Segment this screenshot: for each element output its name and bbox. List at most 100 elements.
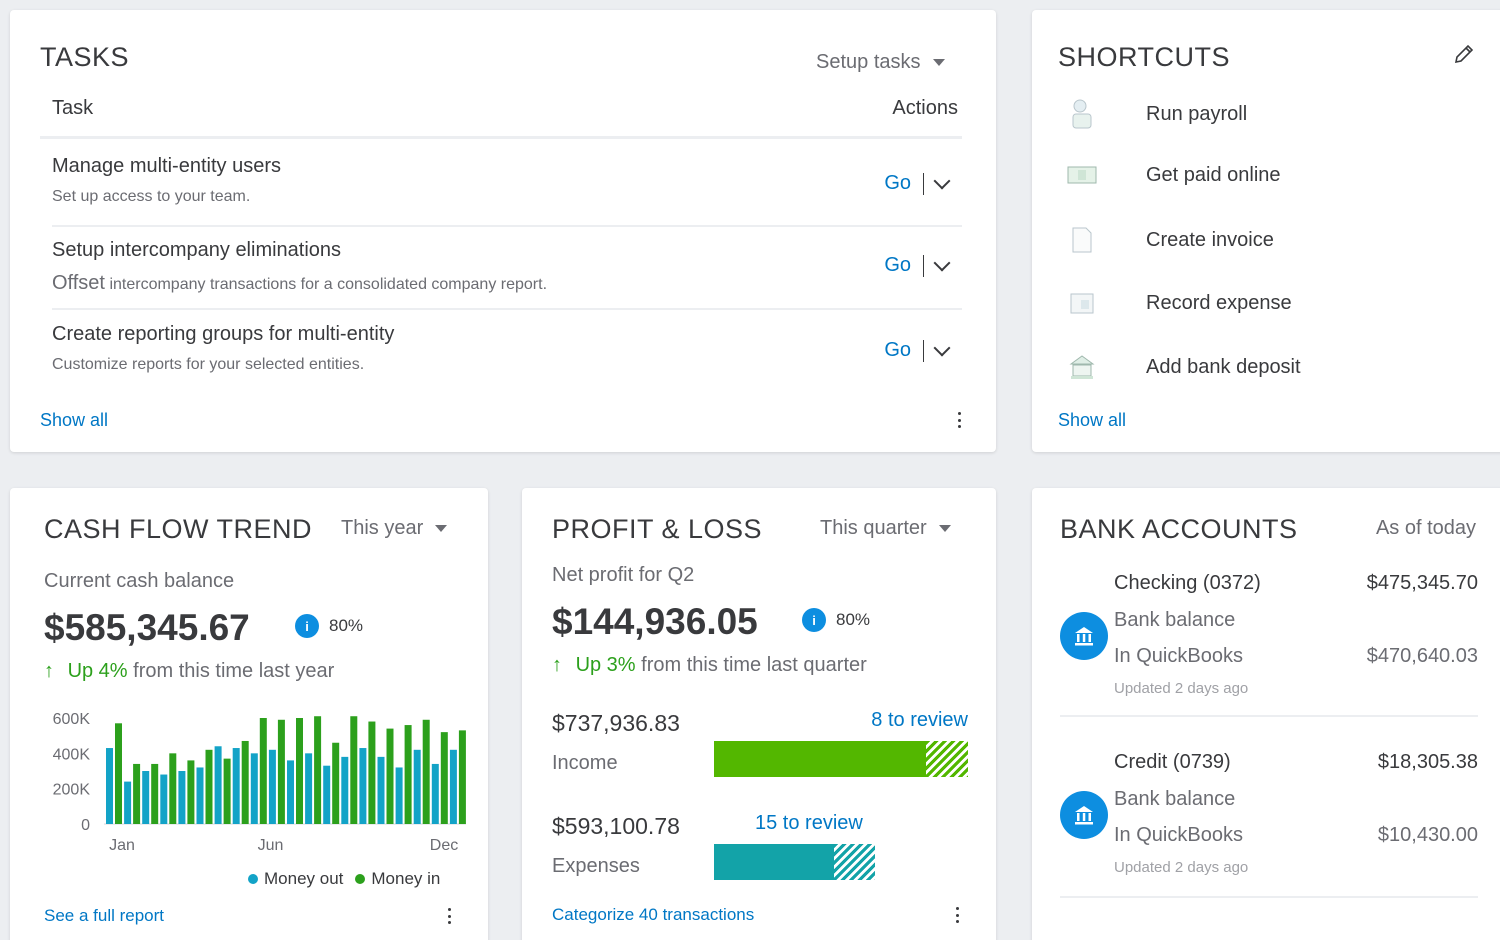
expenses-review-link[interactable]: 15 to review bbox=[755, 812, 863, 834]
money-in-bar[interactable] bbox=[458, 730, 466, 824]
account-divider bbox=[1060, 715, 1478, 717]
show-all-tasks-link[interactable]: Show all bbox=[40, 410, 109, 430]
shortcuts-title: SHORTCUTS bbox=[1058, 42, 1231, 72]
money-in-bar[interactable] bbox=[440, 732, 448, 824]
info-icon[interactable]: i bbox=[295, 614, 319, 638]
money-in-bar[interactable] bbox=[404, 725, 412, 824]
money-out-bar[interactable] bbox=[124, 781, 132, 824]
go-button[interactable]: Go bbox=[884, 254, 911, 276]
period-label: This quarter bbox=[820, 517, 927, 539]
task-title: Create reporting groups for multi-entity bbox=[52, 323, 395, 345]
edit-pencil-icon[interactable] bbox=[1452, 42, 1476, 66]
actions-column-header: Actions bbox=[892, 97, 958, 119]
percent-value: 80% bbox=[329, 616, 364, 635]
shortcut-run-payroll[interactable]: Run payroll bbox=[1060, 92, 1247, 136]
cash-balance-percent: i 80% bbox=[295, 614, 363, 638]
money-in-bar[interactable] bbox=[115, 723, 122, 824]
money-out-bar[interactable] bbox=[142, 771, 150, 824]
money-out-bar[interactable] bbox=[160, 774, 168, 824]
legend-money-in-label: Money in bbox=[371, 869, 441, 888]
money-out-bar[interactable] bbox=[232, 748, 240, 824]
shortcut-get-paid-online[interactable]: Get paid online bbox=[1060, 153, 1281, 197]
profit-loss-title: PROFIT & LOSS bbox=[552, 514, 763, 544]
go-button[interactable]: Go bbox=[884, 172, 911, 194]
account-divider bbox=[1060, 896, 1478, 898]
chevron-down-icon[interactable] bbox=[933, 254, 951, 271]
money-out-bar[interactable] bbox=[395, 767, 403, 824]
trend-rest: from this time last quarter bbox=[641, 654, 867, 676]
show-all-shortcuts-link[interactable]: Show all bbox=[1058, 410, 1127, 430]
money-in-bar[interactable] bbox=[332, 742, 340, 824]
shortcut-record-expense[interactable]: Record expense bbox=[1060, 281, 1292, 325]
bank-accounts-title: BANK ACCOUNTS bbox=[1060, 514, 1298, 544]
money-in-bar[interactable] bbox=[386, 728, 394, 824]
row-divider bbox=[52, 308, 962, 310]
header-divider bbox=[40, 136, 962, 139]
money-out-bar[interactable] bbox=[214, 746, 222, 824]
setup-tasks-dropdown[interactable]: Setup tasks bbox=[816, 51, 945, 74]
money-in-bar[interactable] bbox=[169, 753, 177, 824]
in-quickbooks-label: In QuickBooks bbox=[1114, 824, 1243, 846]
bank-account-row[interactable]: Checking (0372) $475,345.70 Bank balance… bbox=[1032, 488, 1500, 718]
money-in-bar[interactable] bbox=[151, 763, 159, 824]
tasks-card: TASKS Setup tasks Task Actions Manage mu… bbox=[10, 10, 996, 452]
task-description: Customize reports for your selected enti… bbox=[52, 356, 365, 373]
expenses-bar-pending bbox=[834, 844, 875, 880]
more-options-icon[interactable] bbox=[448, 908, 452, 924]
info-icon[interactable]: i bbox=[802, 608, 826, 632]
money-in-bar[interactable] bbox=[259, 718, 267, 824]
shortcut-add-bank-deposit[interactable]: Add bank deposit bbox=[1060, 345, 1301, 389]
money-in-bar[interactable] bbox=[422, 719, 430, 824]
money-in-bar[interactable] bbox=[277, 719, 285, 824]
money-out-bar[interactable] bbox=[178, 771, 186, 824]
legend-money-out-label: Money out bbox=[264, 869, 344, 888]
more-options-icon[interactable] bbox=[958, 412, 962, 428]
trend-up: Up 4% bbox=[67, 660, 128, 682]
money-out-bar[interactable] bbox=[305, 753, 313, 824]
money-out-bar[interactable] bbox=[413, 749, 421, 824]
money-out-bar[interactable] bbox=[287, 760, 294, 824]
money-in-bar[interactable] bbox=[368, 721, 376, 824]
shortcut-label: Record expense bbox=[1146, 291, 1292, 314]
money-in-bar[interactable] bbox=[296, 718, 303, 824]
money-in-bar[interactable] bbox=[205, 749, 213, 824]
money-in-bar[interactable] bbox=[223, 758, 231, 824]
expense-icon bbox=[1060, 281, 1104, 325]
percent-value: 80% bbox=[836, 610, 871, 629]
money-out-bar[interactable] bbox=[250, 753, 258, 824]
money-in-bar[interactable] bbox=[350, 716, 358, 824]
money-in-bar[interactable] bbox=[314, 716, 322, 824]
money-in-bar[interactable] bbox=[133, 763, 141, 824]
net-profit-percent: i 80% bbox=[802, 608, 870, 632]
chevron-down-icon[interactable] bbox=[933, 339, 951, 356]
money-out-bar[interactable] bbox=[268, 749, 276, 824]
money-out-bar[interactable] bbox=[431, 763, 439, 824]
see-full-report-link[interactable]: See a full report bbox=[44, 906, 165, 925]
money-out-bar[interactable] bbox=[323, 765, 331, 824]
go-button[interactable]: Go bbox=[884, 339, 911, 361]
task-actions: Go bbox=[884, 254, 951, 277]
money-in-bar[interactable] bbox=[241, 740, 249, 824]
money-out-bar[interactable] bbox=[106, 748, 113, 824]
money-out-bar[interactable] bbox=[449, 749, 457, 824]
task-row: Manage multi-entity users Set up access … bbox=[52, 155, 956, 206]
cash-flow-period-dropdown[interactable]: This year bbox=[341, 517, 448, 540]
bank-account-row[interactable]: Credit (0739) $18,305.38 Bank balance In… bbox=[1032, 718, 1500, 898]
money-out-bar[interactable] bbox=[359, 748, 367, 824]
chart-legend: Money out Money in bbox=[248, 869, 440, 889]
money-in-bar[interactable] bbox=[187, 760, 195, 824]
income-review-link[interactable]: 8 to review bbox=[871, 709, 968, 731]
more-options-icon[interactable] bbox=[956, 907, 960, 923]
task-title: Setup intercompany eliminations bbox=[52, 239, 342, 261]
money-out-bar[interactable] bbox=[377, 756, 385, 824]
income-amount: $737,936.83 bbox=[552, 710, 680, 736]
categorize-transactions-link[interactable]: Categorize 40 transactions bbox=[552, 905, 755, 924]
money-out-bar[interactable] bbox=[196, 767, 204, 824]
x-tick-label: Dec bbox=[430, 837, 458, 854]
chevron-down-icon[interactable] bbox=[933, 172, 951, 189]
money-out-bar[interactable] bbox=[341, 756, 349, 824]
shortcut-label: Add bank deposit bbox=[1146, 355, 1301, 378]
caret-down-icon bbox=[938, 525, 951, 532]
pnl-period-dropdown[interactable]: This quarter bbox=[820, 517, 951, 540]
shortcut-create-invoice[interactable]: Create invoice bbox=[1060, 218, 1274, 262]
